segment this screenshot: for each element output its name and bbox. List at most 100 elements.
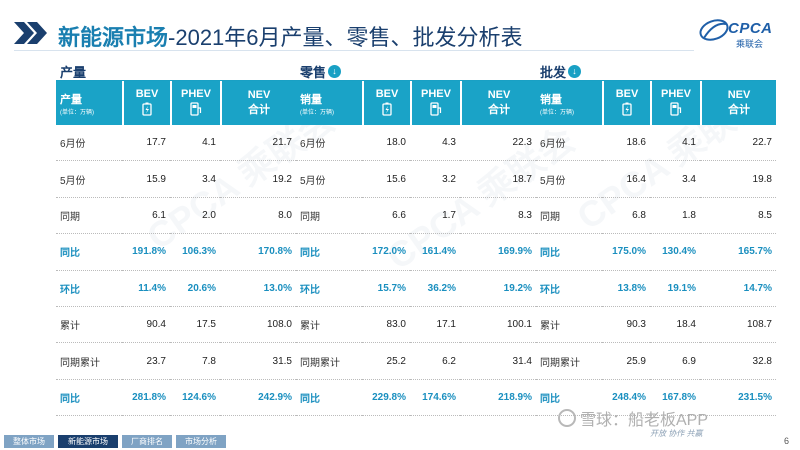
- row-label: 同期: [536, 198, 602, 235]
- table-row: 同期累计 25.9 6.9 32.8: [536, 343, 776, 380]
- table-cell: 17.7: [122, 125, 170, 162]
- table-cell: 13.0%: [220, 271, 296, 307]
- table-cell: 19.2: [220, 161, 296, 198]
- footer-nav-nev[interactable]: 新能源市场: [58, 435, 118, 448]
- table-cell: 17.5: [170, 307, 220, 344]
- corner-header: 销量 (单位：万辆): [296, 81, 362, 125]
- table-cell: 100.1: [460, 307, 536, 344]
- footer-nav-ranking[interactable]: 厂商排名: [122, 435, 172, 448]
- cpca-logo: [699, 19, 729, 41]
- page-title: 新能源市场-2021年6月产量、零售、批发分析表: [58, 25, 523, 50]
- arrow-down-circle-icon: ↓: [568, 64, 582, 78]
- row-label: 同比: [56, 380, 122, 417]
- row-label: 同期累计: [296, 343, 362, 380]
- snowball-logo-icon: [558, 409, 576, 427]
- table-row: 环比 13.8% 19.1% 14.7%: [536, 271, 776, 307]
- data-table: 销量 (单位：万辆) BEV PHEV NEV 合计 6月份 18.6 4.1 22.7 5月份 16…: [536, 81, 776, 417]
- table-cell: 4.1: [650, 125, 700, 162]
- row-label: 5月份: [296, 161, 362, 198]
- logo-subtext: 乘联会: [736, 39, 764, 49]
- table-row: 累计 90.4 17.5 108.0: [56, 307, 296, 344]
- table-row: 同比 172.0% 161.4% 169.9%: [296, 234, 536, 271]
- table-cell: 19.1%: [650, 271, 700, 307]
- table-row: 6月份 18.6 4.1 22.7: [536, 125, 776, 162]
- table-cell: 281.8%: [122, 380, 170, 417]
- table-cell: 83.0: [362, 307, 410, 344]
- table-cell: 108.7: [700, 307, 776, 344]
- row-label: 同期累计: [56, 343, 122, 380]
- plug-icon: [430, 101, 442, 119]
- table-row: 同比 229.8% 174.6% 218.9%: [296, 380, 536, 417]
- table-cell: 19.2%: [460, 271, 536, 307]
- table-cell: 174.6%: [410, 380, 460, 417]
- row-label: 同比: [56, 234, 122, 271]
- column-header-nev: NEV 合计: [700, 81, 776, 125]
- table-cell: 31.5: [220, 343, 296, 380]
- table-row: 5月份 16.4 3.4 19.8: [536, 161, 776, 198]
- table-row: 同期累计 25.2 6.2 31.4: [296, 343, 536, 380]
- table-cell: 36.2%: [410, 271, 460, 307]
- divider: [56, 80, 296, 81]
- table-cell: 130.4%: [650, 234, 700, 271]
- table-cell: 218.9%: [460, 380, 536, 417]
- row-label: 环比: [536, 271, 602, 307]
- table-cell: 3.2: [410, 161, 460, 198]
- table-cell: 22.3: [460, 125, 536, 162]
- table-row: 累计 90.3 18.4 108.7: [536, 307, 776, 344]
- row-label: 同比: [296, 234, 362, 271]
- table-cell: 242.9%: [220, 380, 296, 417]
- table-cell: 161.4%: [410, 234, 460, 271]
- row-label: 同比: [296, 380, 362, 417]
- table-cell: 8.5: [700, 198, 776, 235]
- column-header-bev: BEV: [602, 81, 650, 125]
- table-cell: 1.7: [410, 198, 460, 235]
- logo-text: CPCA: [728, 20, 773, 37]
- table-cell: 106.3%: [170, 234, 220, 271]
- double-chevron-icon: [14, 22, 47, 44]
- table-row: 同期累计 23.7 7.8 31.5: [56, 343, 296, 380]
- arrow-down-circle-icon: ↓: [328, 64, 342, 78]
- row-label: 累计: [296, 307, 362, 344]
- table-cell: 6.1: [122, 198, 170, 235]
- table-cell: 20.6%: [170, 271, 220, 307]
- column-header-phev: PHEV: [170, 81, 220, 125]
- table-cell: 6.9: [650, 343, 700, 380]
- table-row: 同期 6.6 1.7 8.3: [296, 198, 536, 235]
- panel-wholesale: 批发 ↓ 销量 (单位：万辆) BEV PHEV NEV 合计 6月份 18.6 4.1 22.7 5月…: [536, 62, 776, 417]
- table-row: 5月份 15.6 3.2 18.7: [296, 161, 536, 198]
- table-cell: 165.7%: [700, 234, 776, 271]
- table-cell: 2.0: [170, 198, 220, 235]
- table-cell: 108.0: [220, 307, 296, 344]
- table-cell: 19.8: [700, 161, 776, 198]
- divider: [536, 80, 776, 81]
- slide-header: 新能源市场-2021年6月产量、零售、批发分析表 CPCA 乘联会: [0, 0, 800, 58]
- table-cell: 8.3: [460, 198, 536, 235]
- table-cell: 3.4: [650, 161, 700, 198]
- table-row: 5月份 15.9 3.4 19.2: [56, 161, 296, 198]
- table-cell: 21.7: [220, 125, 296, 162]
- table-cell: 18.7: [460, 161, 536, 198]
- footer-nav-analysis[interactable]: 市场分析: [176, 435, 226, 448]
- table-row: 环比 11.4% 20.6% 13.0%: [56, 271, 296, 307]
- table-cell: 248.4%: [602, 380, 650, 417]
- table-cell: 229.8%: [362, 380, 410, 417]
- table-cell: 7.8: [170, 343, 220, 380]
- table-row: 同比 191.8% 106.3% 170.8%: [56, 234, 296, 271]
- table-row: 6月份 18.0 4.3 22.3: [296, 125, 536, 162]
- row-label: 6月份: [56, 125, 122, 162]
- row-label: 环比: [56, 271, 122, 307]
- table-cell: 90.3: [602, 307, 650, 344]
- row-label: 5月份: [56, 161, 122, 198]
- battery-icon: [622, 102, 632, 119]
- data-table: 产量 (单位：万辆) BEV PHEV NEV 合计 6月份 17.7 4.1 21.7 5月份 15…: [56, 81, 296, 417]
- divider: [296, 80, 536, 81]
- table-cell: 15.6: [362, 161, 410, 198]
- panel-production: 产量 产量 (单位：万辆) BEV PHEV NEV 合计 6月份 17.7 4.1 21.7 5月份…: [56, 62, 296, 417]
- table-cell: 15.9: [122, 161, 170, 198]
- battery-icon: [142, 102, 152, 119]
- footer-nav-overall[interactable]: 整体市场: [4, 435, 54, 448]
- table-cell: 16.4: [602, 161, 650, 198]
- table-cell: 18.6: [602, 125, 650, 162]
- table-cell: 231.5%: [700, 380, 776, 417]
- column-header-nev: NEV 合计: [220, 81, 296, 125]
